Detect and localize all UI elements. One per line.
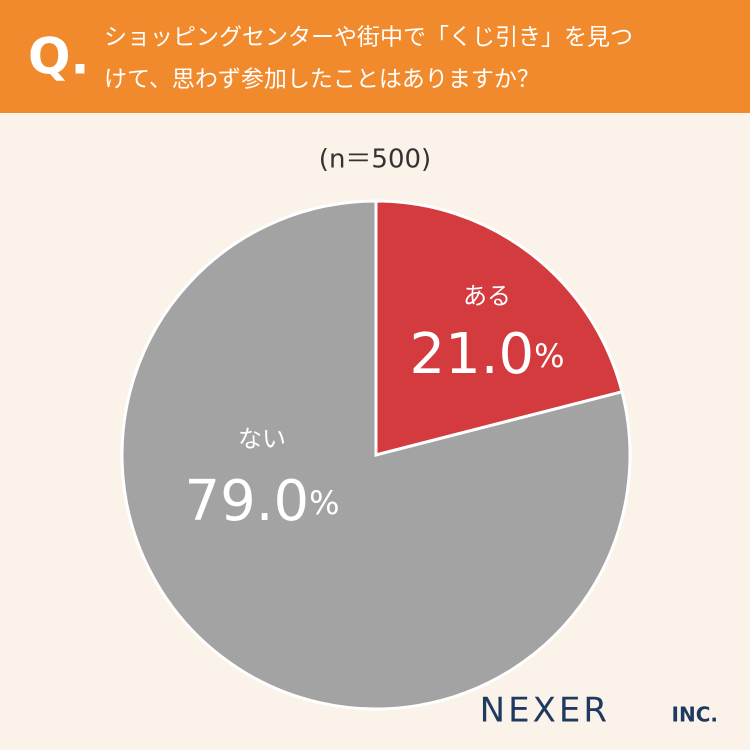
slice-category-label: ある [463, 282, 511, 310]
question-prefix: Q. [28, 28, 90, 86]
slice-value-label: 79.0% [184, 469, 339, 534]
slice-category-label: ない [238, 425, 286, 453]
header [0, 0, 750, 113]
pie-slice [120, 199, 632, 711]
pie-slice [374, 199, 624, 457]
chart-title-line: ショッピングセンターや街中で「くじ引き」を見つ [104, 25, 633, 51]
slice-value-label: 21.0% [409, 322, 564, 387]
chart-subtitle: (n＝500) [319, 145, 431, 175]
logo-name: NEXER [480, 691, 610, 731]
chart-title-line: けて、思わず参加したことはありますか？ [104, 67, 540, 93]
logo-suffix: INC. [672, 703, 718, 727]
